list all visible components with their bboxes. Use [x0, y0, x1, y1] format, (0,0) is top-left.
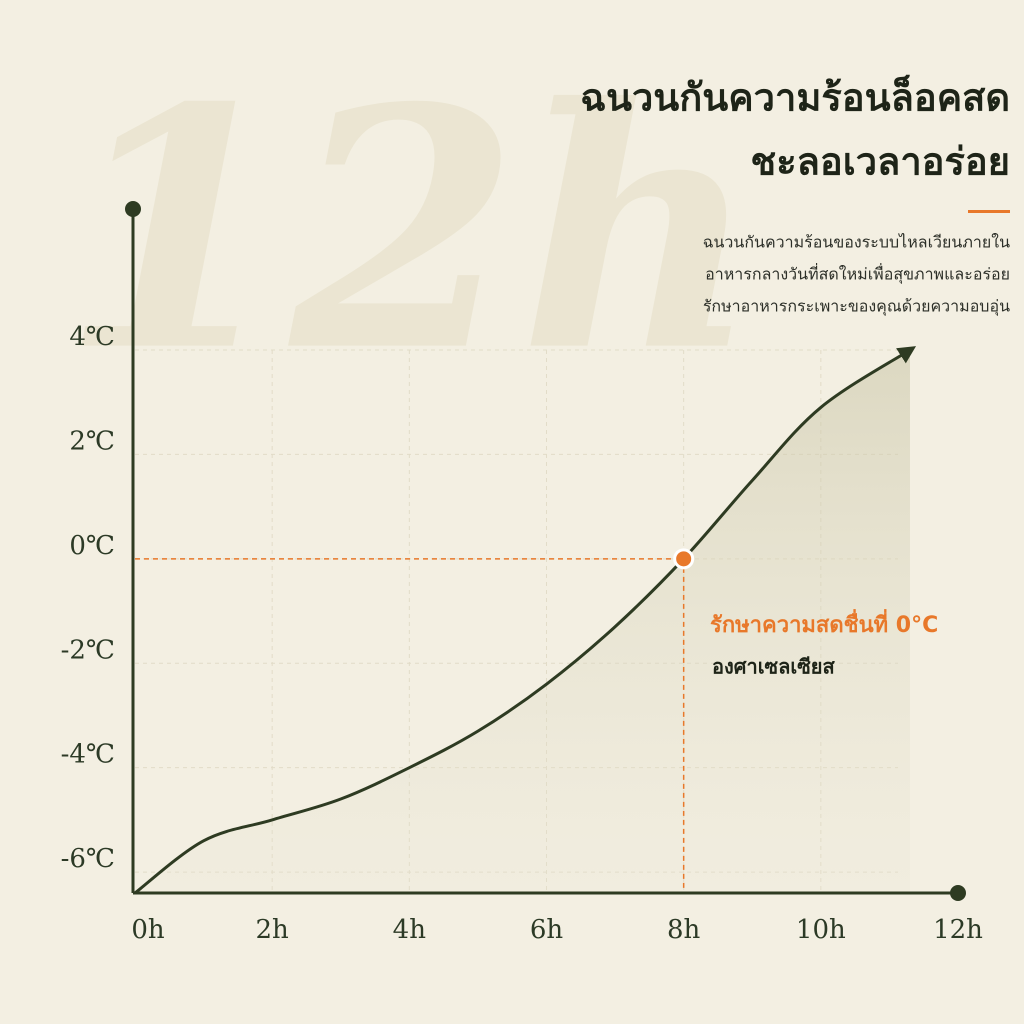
y-tick-label: 4℃ [69, 322, 115, 352]
line [134, 346, 917, 895]
title-accent [968, 210, 1010, 213]
x-tick-label: 8h [667, 915, 701, 945]
subtitle: ฉนวนกันความร้อนของระบบไหลเวียนภายใน [703, 233, 1010, 252]
x-tick-label: 4h [393, 915, 427, 945]
axis-end [125, 201, 141, 217]
annotation: รักษาความสดชื่นที่ 0°C [710, 608, 938, 638]
area [135, 349, 910, 893]
y-tick-label: 0℃ [69, 531, 115, 561]
y-tick-label: -4℃ [61, 740, 115, 770]
annotation-sub: องศาเซลเซียส [712, 655, 835, 679]
axis-end [950, 885, 966, 901]
x-tick-label: 6h [530, 915, 564, 945]
subtitle: รักษาอาหารกระเพาะของคุณด้วยความอบอุ่น [703, 297, 1010, 317]
x-tick-label: 12h [933, 915, 983, 945]
x-tick-label: 10h [796, 915, 846, 945]
y-tick-label: -2℃ [61, 635, 115, 665]
title: ชะลอเวลาอร่อย [750, 140, 1010, 184]
y-tick-label: -6℃ [61, 844, 115, 874]
subtitle: อาหารกลางวันที่สดใหม่เพื่อสุขภาพและอร่อย [705, 263, 1010, 285]
title: ฉนวนกันความร้อนล็อคสด [580, 75, 1010, 120]
y-tick-label: 2℃ [69, 426, 115, 456]
x-tick-label: 0h [131, 915, 165, 945]
highlight-point [673, 548, 695, 570]
x-tick-label: 2h [256, 915, 290, 945]
